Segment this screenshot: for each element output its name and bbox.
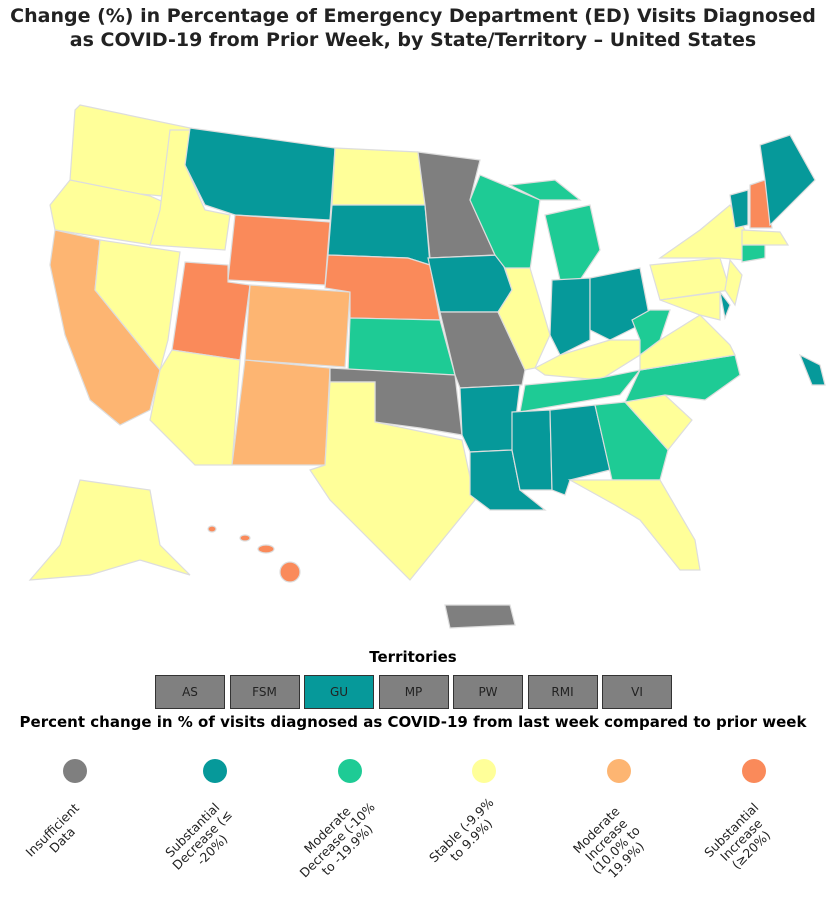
- title: Change (%) in Percentage of Emergency De…: [10, 5, 816, 51]
- state: [741, 229, 790, 246]
- states: [28, 104, 826, 629]
- legend-label: Moderate Increase (10.0% to 19.9%): [569, 803, 648, 881]
- legend-swatch: [203, 759, 227, 783]
- state: [594, 401, 669, 481]
- us-map: [28, 104, 826, 629]
- state: [544, 204, 601, 281]
- state: [149, 349, 241, 466]
- legend-swatch: [742, 759, 766, 783]
- state: [309, 381, 476, 581]
- state: [94, 239, 181, 372]
- state: [507, 179, 582, 201]
- state: [444, 604, 516, 629]
- state: [184, 127, 336, 221]
- state: [279, 561, 301, 583]
- state: [239, 534, 251, 542]
- state: [28, 479, 191, 581]
- state: [331, 147, 426, 206]
- territories-title: Territories: [369, 648, 457, 666]
- legend-swatch: [607, 759, 631, 783]
- territory-box: AS: [155, 675, 225, 709]
- territory-box: VI: [602, 675, 672, 709]
- legend-label: Substantial Increase (≥20%): [701, 799, 774, 873]
- state: [511, 409, 553, 491]
- state: [459, 384, 521, 453]
- state: [798, 353, 826, 386]
- state: [519, 369, 642, 413]
- state: [207, 525, 217, 533]
- state: [244, 284, 351, 368]
- state: [497, 267, 551, 371]
- territory-box: PW: [453, 675, 523, 709]
- state: [567, 479, 701, 571]
- state: [759, 134, 816, 227]
- legend-label: Insufficient Data: [22, 800, 82, 860]
- state: [549, 277, 591, 356]
- state: [741, 244, 766, 263]
- legend-swatch: [472, 759, 496, 783]
- legend-swatch: [338, 759, 362, 783]
- legend-label: Moderate Decrease (-10% to -19.9%): [296, 799, 378, 881]
- legend-title: Percent change in % of visits diagnosed …: [19, 713, 807, 731]
- territory-box: GU: [304, 675, 374, 709]
- legend-label: Substantial Decrease (≤ -20%): [162, 799, 235, 873]
- state: [227, 214, 331, 286]
- state: [427, 254, 513, 313]
- state: [729, 189, 749, 229]
- territory-box: MP: [378, 675, 449, 709]
- state: [257, 544, 275, 554]
- state: [719, 291, 731, 321]
- legend-label: Stable (-9.9% to 9.9%): [425, 794, 497, 866]
- state: [347, 317, 456, 376]
- territory-box: RMI: [527, 675, 598, 709]
- legend-swatch: [63, 759, 87, 783]
- state: [659, 291, 721, 321]
- territory-box: FSM: [229, 675, 300, 709]
- state: [231, 359, 331, 466]
- state: [724, 258, 743, 307]
- state: [631, 309, 671, 357]
